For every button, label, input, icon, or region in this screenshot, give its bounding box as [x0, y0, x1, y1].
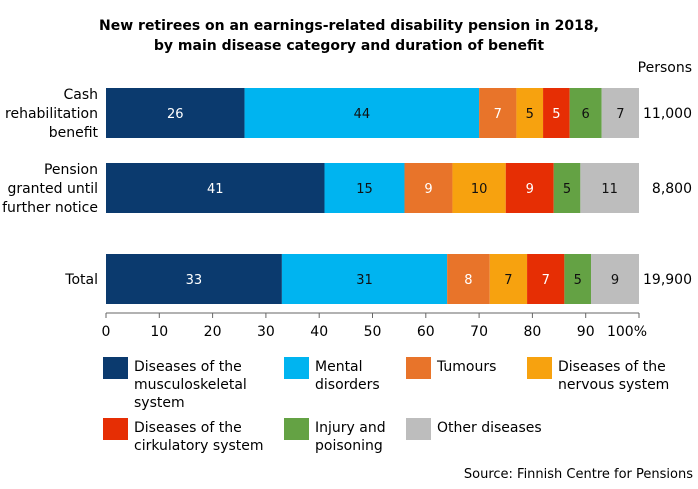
legend-label: nervous system	[558, 377, 669, 393]
data-label: 10	[471, 182, 488, 197]
category-label: benefit	[49, 125, 99, 141]
bar-segment	[106, 88, 245, 138]
legend-label: poisoning	[315, 438, 383, 454]
data-label: 44	[354, 107, 371, 122]
data-label: 7	[494, 107, 502, 122]
category-label: rehabilitation	[5, 106, 98, 122]
bar-segment	[489, 254, 528, 304]
legend-label: Other diseases	[437, 420, 542, 436]
bar-segment	[404, 163, 453, 213]
legend-label: Injury and	[315, 420, 386, 436]
data-label: 9	[526, 182, 534, 197]
x-tick-label: 10	[150, 324, 168, 340]
bar-segment	[106, 163, 325, 213]
x-tick-label: 90	[577, 324, 595, 340]
x-axis: 0 10 20 30 40 50 60 70 80 90 100%	[102, 312, 647, 340]
x-tick-label: 80	[523, 324, 541, 340]
bar-segment	[569, 88, 602, 138]
category-label: Total	[64, 272, 98, 288]
bar-segment	[527, 254, 565, 304]
x-tick-label: 30	[257, 324, 275, 340]
data-label: 9	[611, 273, 619, 288]
data-label: 11	[601, 182, 618, 197]
x-tick-label: 50	[364, 324, 382, 340]
data-label: 15	[356, 182, 373, 197]
x-tick-label: 20	[204, 324, 222, 340]
legend-label: Diseases of the	[134, 420, 242, 436]
persons-header: Persons	[638, 60, 692, 76]
bar-segment	[452, 163, 506, 213]
legend-swatch	[284, 418, 309, 440]
data-label: 5	[563, 182, 571, 197]
data-label: 5	[526, 107, 534, 122]
legend-swatch	[103, 357, 128, 379]
bar-segment	[244, 88, 480, 138]
data-label: 9	[424, 182, 432, 197]
legend-label: Tumours	[436, 359, 496, 375]
category-label: granted until	[7, 181, 98, 197]
data-label: 33	[186, 273, 203, 288]
legend-swatch	[406, 418, 431, 440]
chart-title: New retirees on an earnings-related disa…	[99, 18, 599, 34]
x-tick-label: 100%	[607, 324, 647, 340]
persons-value: 19,900	[643, 272, 692, 288]
legend-swatch	[103, 418, 128, 440]
data-label: 41	[207, 182, 224, 197]
legend-label: Mental	[315, 359, 363, 375]
x-tick-label: 40	[310, 324, 328, 340]
data-label: 7	[542, 273, 550, 288]
bar-segment	[505, 163, 554, 213]
persons-value: 11,000	[643, 106, 692, 122]
bar-segment	[106, 254, 282, 304]
bar-segment	[479, 88, 517, 138]
bars-group: Cash rehabilitation benefit 26 44 7 5 5 6 7 11,000…	[2, 87, 692, 304]
legend-label: disorders	[315, 377, 380, 393]
x-tick-label: 60	[417, 324, 435, 340]
data-label: 26	[167, 107, 184, 122]
x-tick-label: 70	[470, 324, 488, 340]
data-label: 7	[504, 273, 512, 288]
persons-value: 8,800	[652, 181, 692, 197]
legend-label: cirkulatory system	[134, 438, 264, 454]
data-label: 6	[582, 107, 590, 122]
source-note: Source: Finnish Centre for Pensions	[464, 467, 693, 482]
data-label: 7	[616, 107, 624, 122]
category-label: further notice	[2, 200, 98, 216]
bar-segment	[324, 163, 405, 213]
chart-subtitle: by main disease category and duration of…	[154, 38, 545, 54]
legend-swatch	[527, 357, 552, 379]
legend-label: Diseases of the	[134, 359, 242, 375]
data-label: 8	[464, 273, 472, 288]
bar-segment	[516, 88, 544, 138]
legend-label: musculoskeletal	[134, 377, 247, 393]
x-tick-label: 0	[102, 324, 111, 340]
bar-segment	[543, 88, 570, 138]
bar-segment	[601, 88, 639, 138]
category-label: Cash	[63, 87, 98, 103]
category-label: Pension	[44, 162, 98, 178]
bar-segment	[281, 254, 448, 304]
legend-swatch	[406, 357, 431, 379]
data-label: 31	[356, 273, 373, 288]
bar-segment	[447, 254, 490, 304]
data-label: 5	[552, 107, 560, 122]
bar-segment	[553, 163, 581, 213]
data-label: 5	[574, 273, 582, 288]
legend-label: Diseases of the	[558, 359, 666, 375]
bar-segment	[591, 254, 639, 304]
bar-segment	[580, 163, 639, 213]
bar-segment	[564, 254, 592, 304]
legend-label: system	[134, 395, 185, 411]
legend: Diseases of the musculoskeletal system Ment…	[103, 357, 669, 454]
legend-swatch	[284, 357, 309, 379]
